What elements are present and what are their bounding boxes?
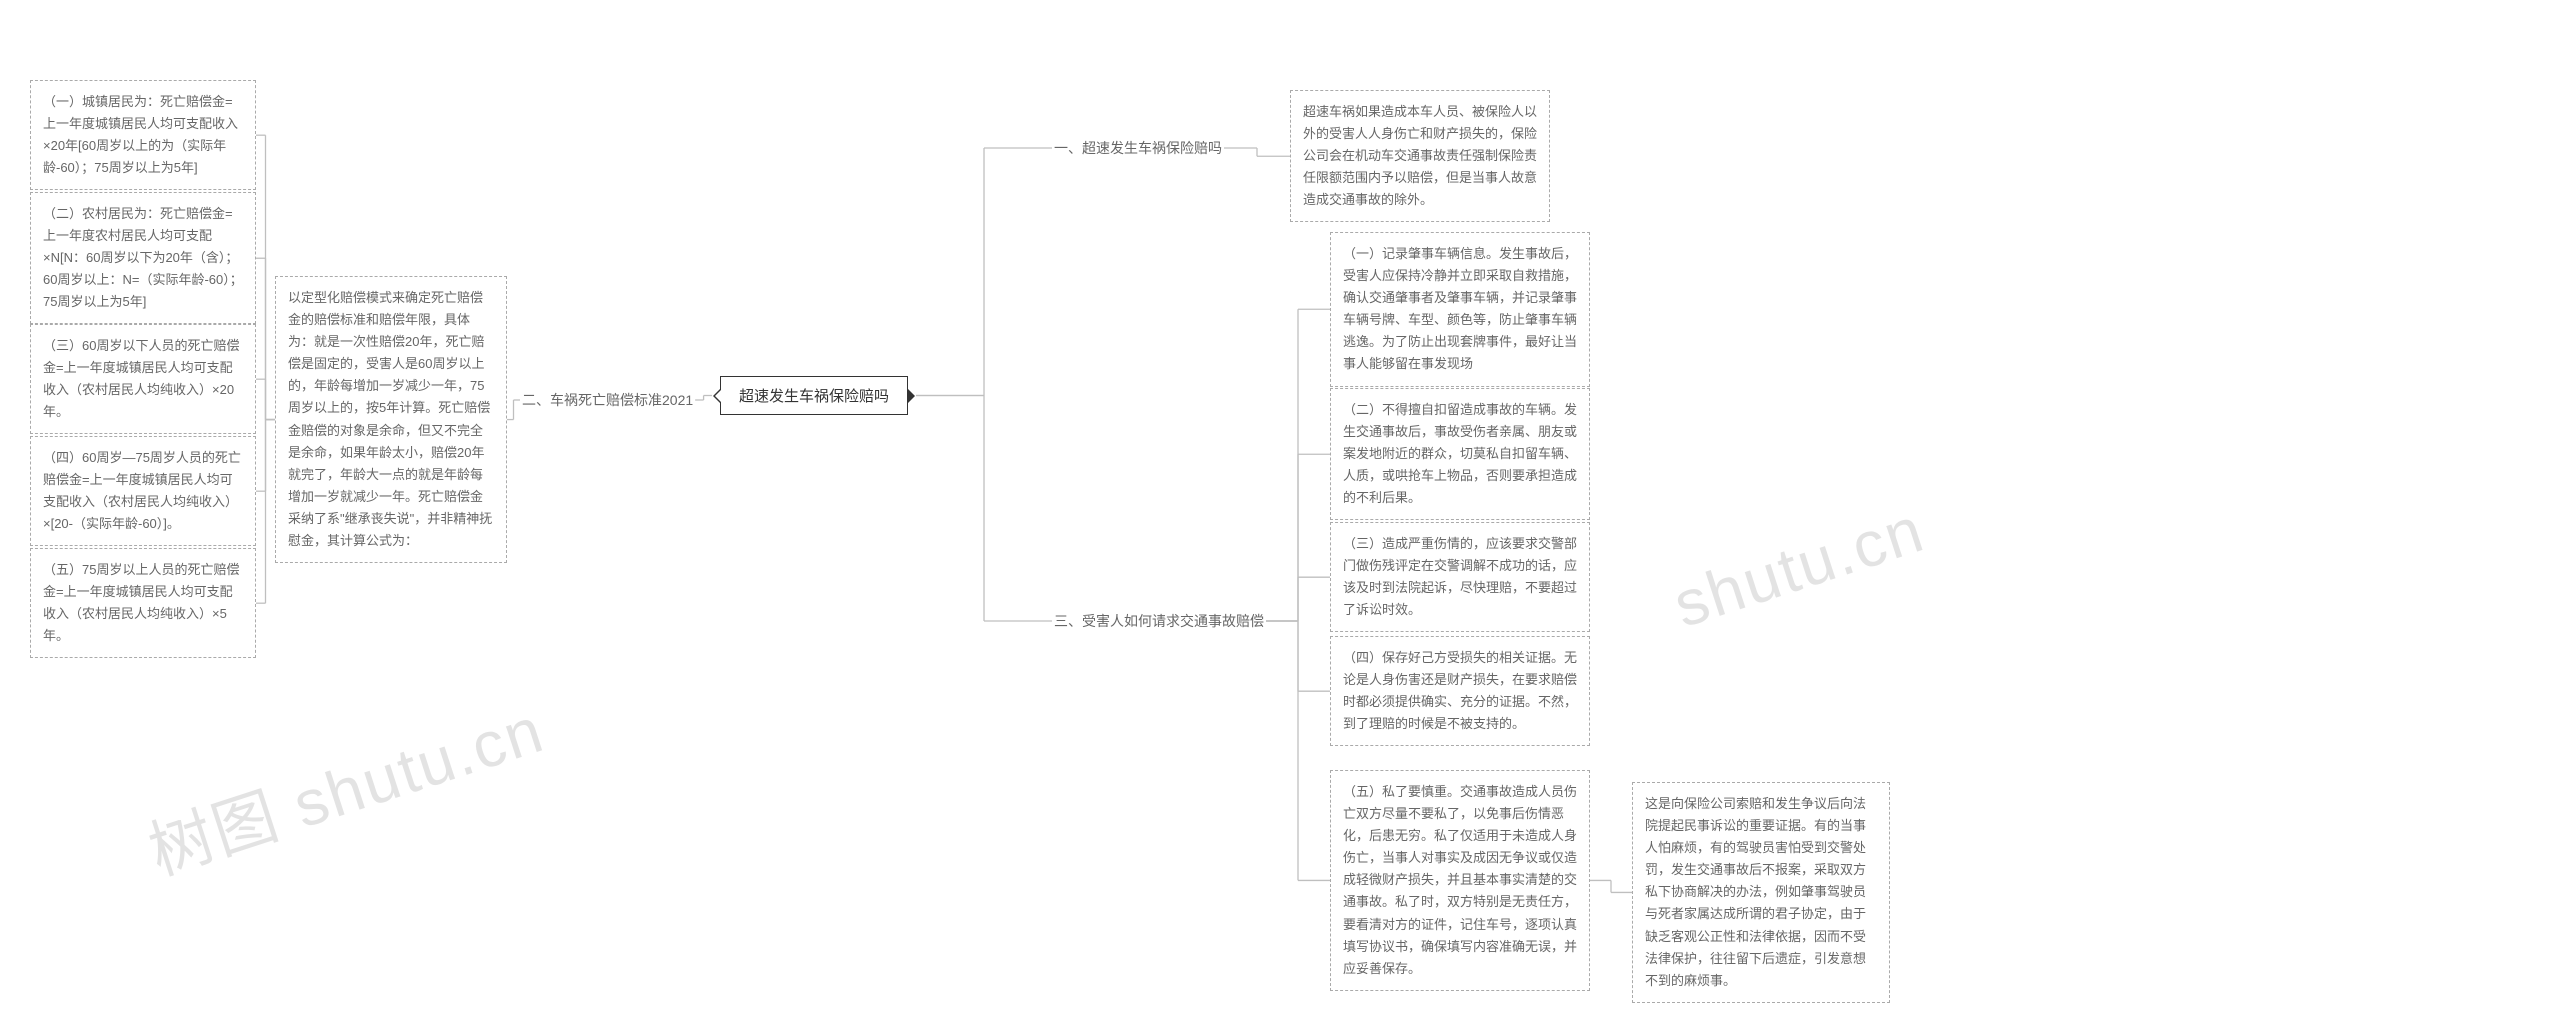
branch-left-1-grandchild-2: （三）60周岁以下人员的死亡赔偿金=上一年度城镇居民人均可支配收入（农村居民人均… [30, 324, 256, 434]
branch-right-2-child-2: （三）造成严重伤情的，应该要求交警部门做伤残评定在交警调解不成功的话，应该及时到… [1330, 522, 1590, 632]
branch-left-1-label: 二、车祸死亡赔偿标准2021 [520, 386, 695, 414]
branch-right-2-child-3: （四）保存好己方受损失的相关证据。无论是人身伤害还是财产损失，在要求赔偿时都必须… [1330, 636, 1590, 746]
branch-right-2-child-0: （一）记录肇事车辆信息。发生事故后，受害人应保持冷静并立即采取自救措施，确认交通… [1330, 232, 1590, 387]
branch-right-2-child-4: （五）私了要慎重。交通事故造成人员伤亡双方尽量不要私了，以免事后伤情恶化，后患无… [1330, 770, 1590, 991]
branch-right-1-child-0: 超速车祸如果造成本车人员、被保险人以外的受害人人身伤亡和财产损失的，保险公司会在… [1290, 90, 1550, 222]
branch-right-2-child-1: （二）不得擅自扣留造成事故的车辆。发生交通事故后，事故受伤者亲属、朋友或案发地附… [1330, 388, 1590, 520]
root-label: 超速发生车祸保险赔吗 [739, 388, 889, 405]
branch-right-1-label: 一、超速发生车祸保险赔吗 [1052, 134, 1224, 162]
branch-right-2-child-4-sub-0: 这是向保险公司索赔和发生争议后向法院提起民事诉讼的重要证据。有的当事人怕麻烦，有… [1632, 782, 1890, 1003]
root-node: 超速发生车祸保险赔吗 [720, 376, 908, 415]
branch-left-1-grandchild-1: （二）农村居民为：死亡赔偿金=上一年度农村居民人均可支配×N[N：60周岁以下为… [30, 192, 256, 324]
branch-left-1-child-0: 以定型化赔偿模式来确定死亡赔偿金的赔偿标准和赔偿年限，具体为：就是一次性赔偿20… [275, 276, 507, 563]
branch-left-1-grandchild-3: （四）60周岁—75周岁人员的死亡赔偿金=上一年度城镇居民人均可支配收入（农村居… [30, 436, 256, 546]
branch-right-2-label: 三、受害人如何请求交通事故赔偿 [1052, 607, 1266, 635]
branch-left-1-grandchild-0: （一）城镇居民为：死亡赔偿金=上一年度城镇居民人均可支配收入×20年[60周岁以… [30, 80, 256, 190]
branch-left-1-grandchild-4: （五）75周岁以上人员的死亡赔偿金=上一年度城镇居民人均可支配收入（农村居民人均… [30, 548, 256, 658]
